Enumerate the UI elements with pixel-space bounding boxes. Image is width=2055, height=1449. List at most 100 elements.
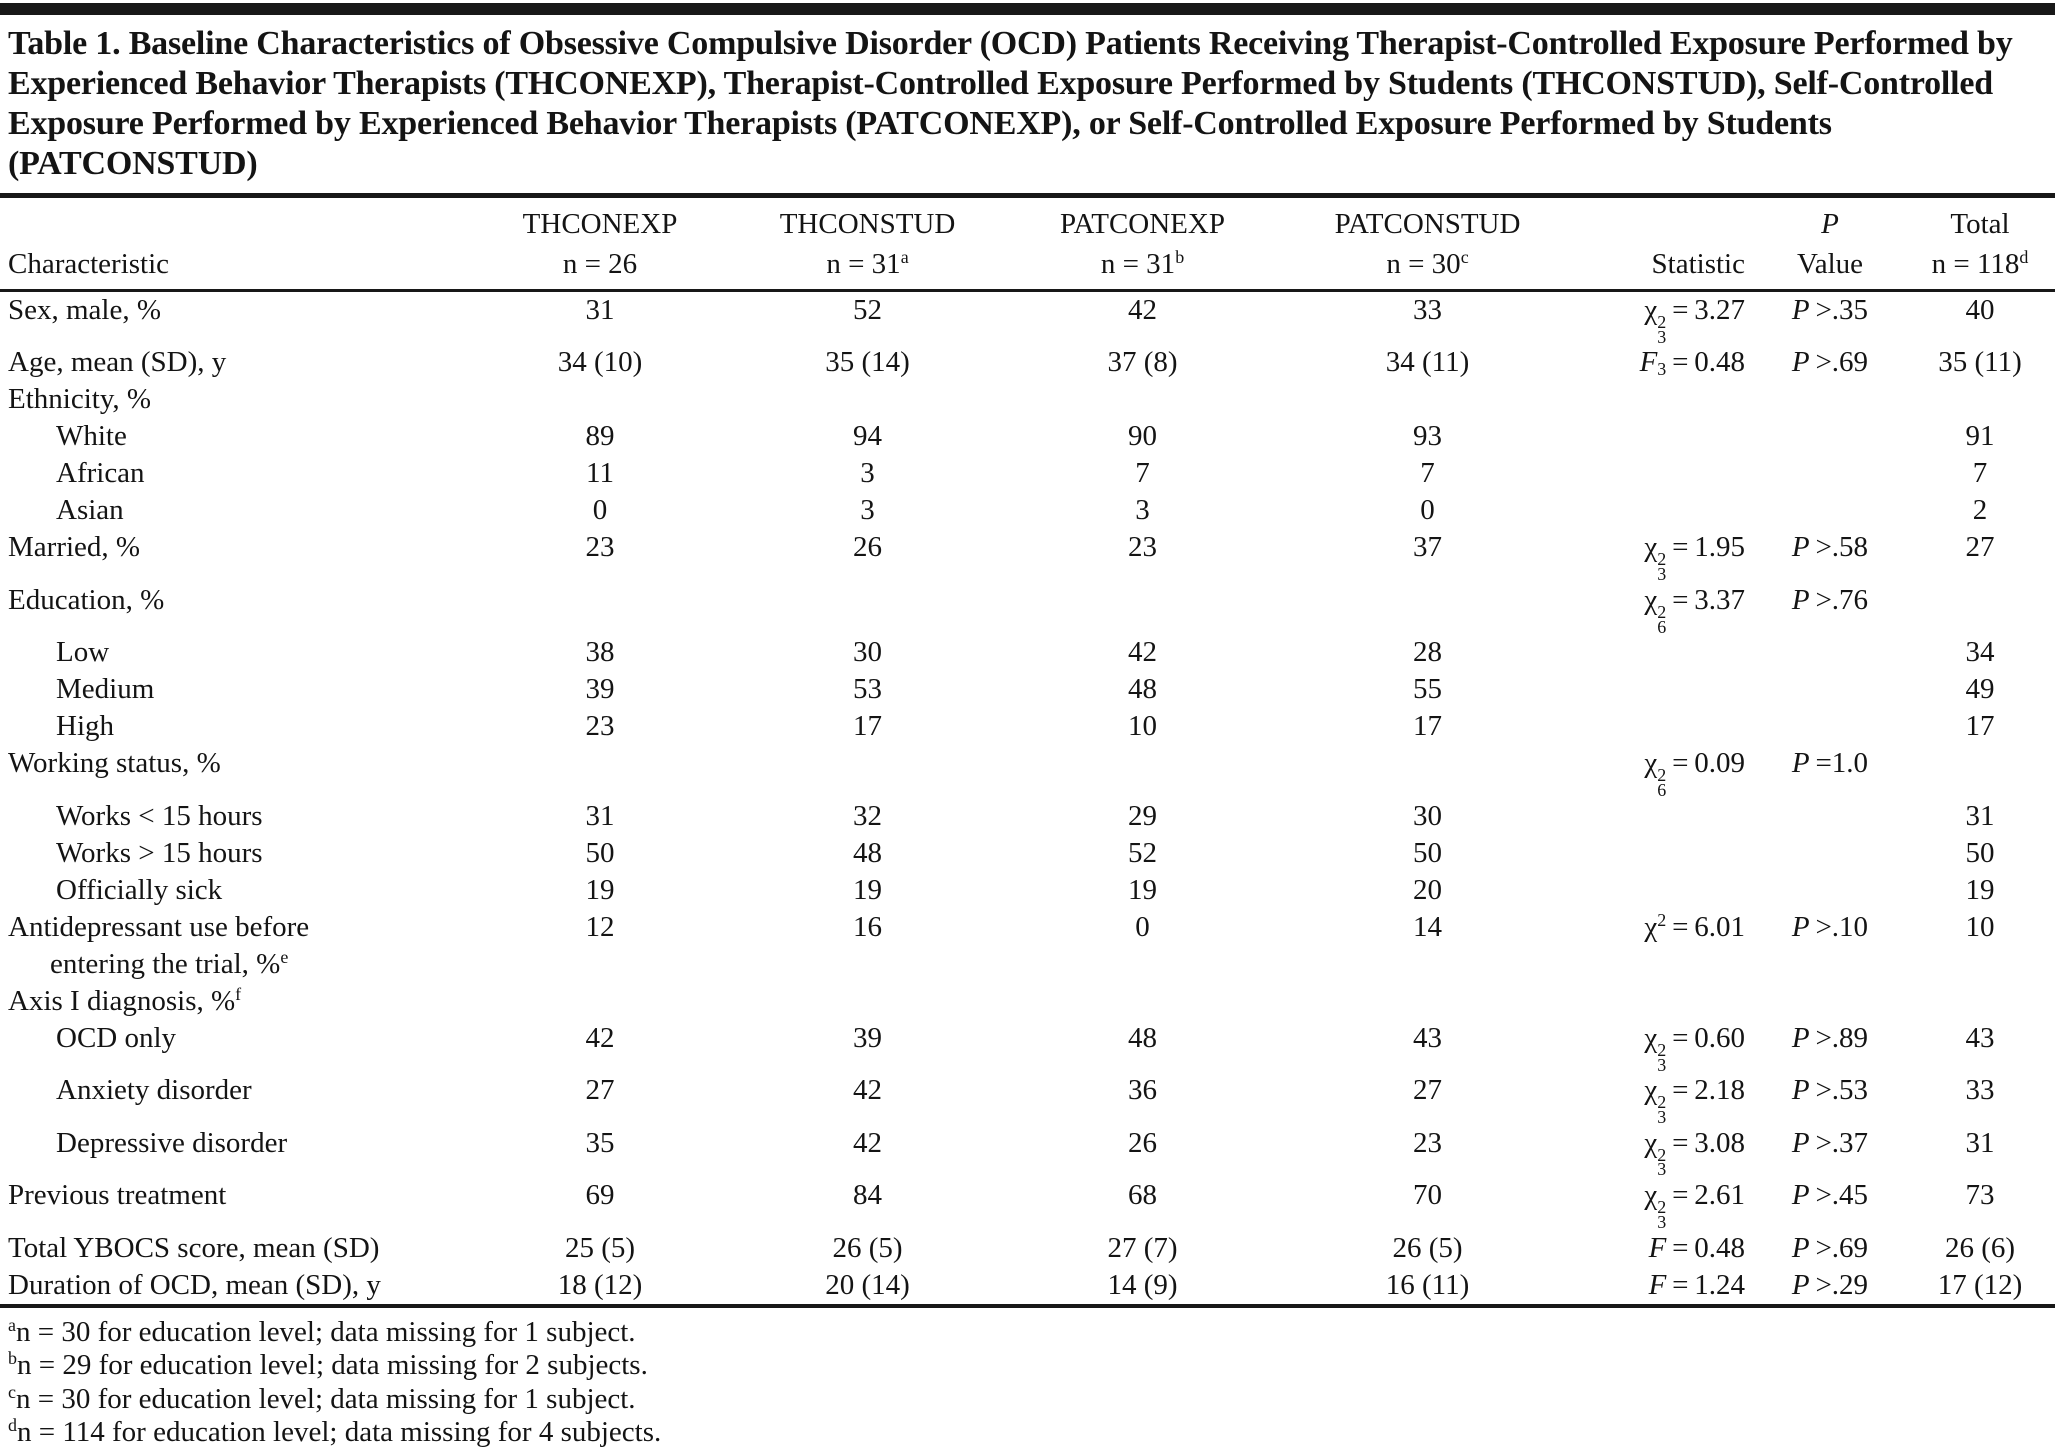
row-label-line1: African bbox=[56, 457, 145, 490]
table-cell-group2 bbox=[735, 745, 1000, 797]
table-cell-group2 bbox=[735, 983, 1000, 1020]
column-header-pval: P Value bbox=[1755, 198, 1905, 292]
p-symbol: P bbox=[1791, 583, 1810, 616]
table-cell-group3 bbox=[1000, 582, 1285, 634]
stat-superscript: 2 bbox=[1657, 1039, 1667, 1060]
table-cell-group4: 55 bbox=[1413, 673, 1442, 706]
table-cell-group3: 52 bbox=[1128, 836, 1157, 869]
stat-superscript: 2 bbox=[1657, 1197, 1667, 1218]
column-header-patconstud: PATCONSTUD n = 30c bbox=[1285, 198, 1570, 292]
table-cell-group1 bbox=[465, 983, 735, 1020]
table-title: Table 1. Baseline Characteristics of Obs… bbox=[8, 25, 2013, 182]
total-cell: 49 bbox=[1965, 673, 1995, 706]
p-value-cell bbox=[1755, 418, 1905, 455]
table-cell-group4: 16 (11) bbox=[1385, 1268, 1470, 1301]
header-line2: Statistic bbox=[1651, 248, 1745, 280]
table-row: Asian 0 3 3 0 2 bbox=[0, 492, 2055, 529]
total-cell: 10 bbox=[1965, 910, 1995, 943]
total-cell: 17 (12) bbox=[1937, 1268, 2023, 1301]
table-cell-group1 bbox=[465, 582, 735, 634]
p-symbol: P bbox=[1791, 1179, 1810, 1212]
total-cell: 27 bbox=[1965, 531, 1995, 564]
superscript-marker: b bbox=[1175, 247, 1185, 268]
stat-symbol: F bbox=[1639, 346, 1658, 379]
superscript-marker: f bbox=[235, 983, 242, 1004]
table-cell-group1: 39 bbox=[585, 673, 615, 706]
row-label: Age, mean (SD), y bbox=[0, 344, 465, 381]
table-row: Anxiety disorder 27 42 36 27 χ 2 3 = 2.18 P >.53… bbox=[0, 1072, 2055, 1124]
stat-cell: F = 1.24 bbox=[1648, 1268, 1745, 1301]
column-header-stat: Statistic bbox=[1570, 198, 1755, 292]
table-cell-group4: 33 bbox=[1413, 294, 1442, 326]
row-label-line1: Anxiety disorder bbox=[56, 1074, 252, 1107]
table-cell-group1: 34 (10) bbox=[557, 346, 643, 379]
header-line1: Total bbox=[1950, 208, 2010, 240]
table-cell-group2: 48 bbox=[853, 836, 882, 869]
baseline-characteristics-table: Characteristic THCONEXP n = 26 THCONSTUD n =… bbox=[0, 198, 2055, 1308]
total-cell: 35 (11) bbox=[1938, 346, 2022, 379]
total-cell bbox=[1905, 582, 2055, 634]
table-cell-group4: 23 bbox=[1413, 1126, 1442, 1159]
table-cell-group2: 53 bbox=[853, 673, 882, 706]
table-cell-group2 bbox=[735, 381, 1000, 418]
table-cell-group2: 30 bbox=[853, 636, 882, 669]
row-label-line1: Works < 15 hours bbox=[56, 799, 263, 832]
table-cell-group1 bbox=[465, 381, 735, 418]
p-value-cell bbox=[1755, 708, 1905, 745]
row-label-line1: Officially sick bbox=[56, 873, 223, 906]
stat-cell: F = 0.48 bbox=[1648, 1231, 1745, 1264]
table-cell-group4: 20 bbox=[1413, 873, 1442, 906]
p-value-cell: P =1.0 bbox=[1791, 747, 1869, 780]
table-row: Antidepressant use before entering the tr… bbox=[0, 909, 2055, 983]
table-row: Education, % χ 2 6 = 3.37 P >.76 bbox=[0, 582, 2055, 634]
row-label: Previous treatment bbox=[0, 1177, 465, 1229]
row-label-line1: Previous treatment bbox=[8, 1179, 227, 1212]
table-cell-group1: 50 bbox=[585, 836, 615, 869]
table-row: Axis I diagnosis, %f bbox=[0, 983, 2055, 1020]
total-cell: 43 bbox=[1965, 1021, 1995, 1054]
p-value-cell: P >.58 bbox=[1791, 531, 1869, 564]
row-label: White bbox=[0, 418, 465, 455]
row-label-line1: Axis I diagnosis, %f bbox=[8, 983, 242, 1017]
header-line1: PATCONSTUD bbox=[1334, 208, 1521, 240]
table-cell-group1 bbox=[465, 745, 735, 797]
row-label: Total YBOCS score, mean (SD) bbox=[0, 1230, 465, 1267]
total-cell: 31 bbox=[1965, 1126, 1995, 1159]
p-value-cell bbox=[1755, 798, 1905, 835]
table-cell-group4: 7 bbox=[1420, 457, 1435, 490]
stat-subscript: 3 bbox=[1657, 359, 1667, 380]
p-value-cell: P >.29 bbox=[1791, 1268, 1869, 1301]
stat-superscript: 2 bbox=[1657, 311, 1667, 332]
table-cell-group4: 17 bbox=[1413, 710, 1442, 743]
table-cell-group4 bbox=[1285, 745, 1570, 797]
table-cell-group3: 10 bbox=[1128, 710, 1157, 743]
row-label: Ethnicity, % bbox=[0, 381, 465, 418]
table-row: Low 38 30 42 28 34 bbox=[0, 634, 2055, 671]
table-cell-group3: 29 bbox=[1128, 799, 1157, 832]
stat-subscript: 3 bbox=[1657, 1054, 1667, 1073]
p-symbol: P bbox=[1791, 346, 1810, 379]
row-label-line2: entering the trial, %e bbox=[50, 946, 289, 980]
table-cell-group4: 30 bbox=[1413, 799, 1442, 832]
header-row: Characteristic THCONEXP n = 26 THCONSTUD n =… bbox=[0, 198, 2055, 292]
row-label: Antidepressant use before entering the tr… bbox=[0, 909, 465, 983]
table-cell-group4 bbox=[1285, 381, 1570, 418]
table-cell-group2: 26 (5) bbox=[832, 1231, 903, 1264]
p-value-cell bbox=[1755, 455, 1905, 492]
p-symbol: P bbox=[1791, 1021, 1810, 1054]
row-label-line1: Sex, male, % bbox=[8, 294, 162, 326]
table-cell-group3: 27 (7) bbox=[1107, 1231, 1178, 1264]
table-cell-group1: 31 bbox=[585, 294, 615, 326]
stat-superscript: 2 bbox=[1657, 1092, 1667, 1113]
table-header: Characteristic THCONEXP n = 26 THCONSTUD n =… bbox=[0, 198, 2055, 292]
table-cell-group4: 14 bbox=[1413, 910, 1442, 943]
header-line1: THCONEXP bbox=[522, 208, 678, 240]
table-cell-group3: 7 bbox=[1135, 457, 1150, 490]
table-cell-group2: 3 bbox=[860, 457, 875, 490]
table-cell-group4 bbox=[1285, 983, 1570, 1020]
